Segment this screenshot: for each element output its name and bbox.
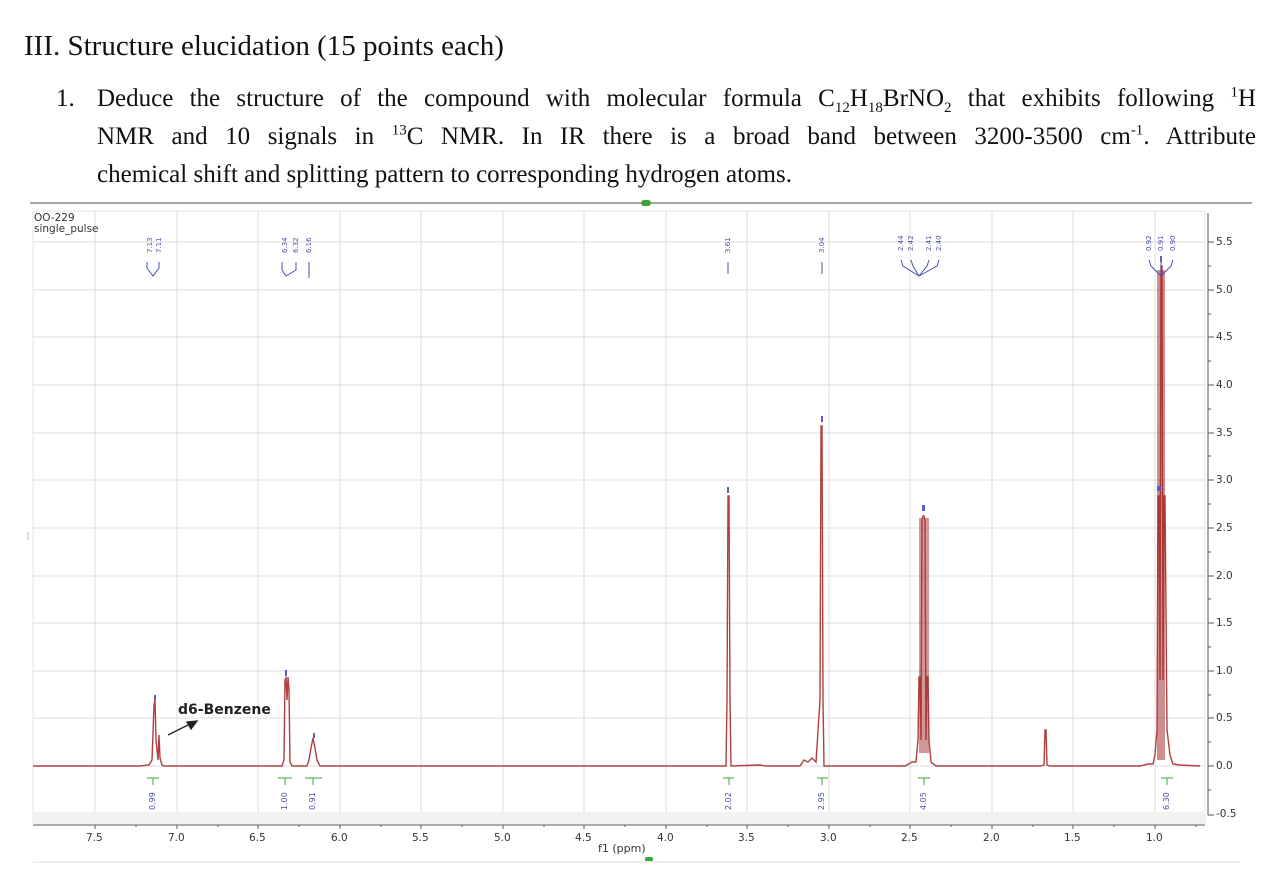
peak-label: 2.42: [907, 235, 915, 251]
peak-label: 0.91: [1157, 235, 1165, 251]
integral-value: 2.95: [817, 792, 826, 810]
integral-value: 4.05: [919, 792, 928, 810]
peak-label: 3.61: [724, 237, 732, 253]
sample-id: OO-229: [34, 212, 75, 224]
x-tick-label: 1.0: [1146, 832, 1163, 844]
x-tick-label: 2.5: [901, 832, 918, 844]
question-line-3: chemical shift and splitting pattern to …: [97, 161, 792, 188]
x-tick-label: 4.5: [575, 832, 592, 844]
integral-markers: [147, 777, 1173, 785]
y-tick-label: 4.0: [1216, 379, 1233, 391]
x-tick-label: 6.5: [249, 832, 266, 844]
y-tick-label: 1.5: [1216, 617, 1233, 629]
x-tick-label: 4.0: [657, 832, 674, 844]
peak-label: 7.11: [155, 237, 163, 253]
x-tick-label: 1.5: [1064, 832, 1081, 844]
integral-value: 0.99: [148, 792, 157, 810]
x-tick-label: 7.0: [168, 832, 185, 844]
annotation-arrow: [167, 720, 199, 736]
x-axis-title: f1 (ppm): [598, 842, 646, 855]
y-axis: [1207, 213, 1214, 816]
integral-value: 2.02: [724, 792, 733, 810]
y-tick-label: 5.5: [1216, 236, 1233, 248]
peak-markers: [154, 256, 1162, 738]
question-line-2: NMR and 10 signals in 13C NMR. In IR the…: [97, 122, 1256, 150]
peak-label: 2.41: [925, 235, 933, 251]
x-tick-label: 6.0: [331, 832, 348, 844]
peak-label: 7.13: [146, 237, 154, 253]
peak-label: 6.32: [292, 237, 300, 253]
x-axis: [33, 824, 1205, 829]
section-heading: III. Structure elucidation (15 points ea…: [24, 30, 504, 62]
integral-value: 1.00: [280, 792, 289, 810]
solvent-annotation: d6-Benzene: [178, 702, 271, 718]
x-tick-label: 2.0: [983, 832, 1000, 844]
peak-label: 2.44: [897, 235, 905, 251]
peak-label: 0.90: [1169, 235, 1177, 251]
y-tick-label: 0.5: [1216, 712, 1233, 724]
y-tick-label: 0.0: [1216, 760, 1233, 772]
y-tick-label: 2.0: [1216, 570, 1233, 582]
peak-label: 6.16: [305, 237, 313, 253]
question-line-1: Deduce the structure of the compound wit…: [97, 84, 1256, 116]
integral-value: 6.30: [1162, 792, 1171, 810]
question-1: 1. Deduce the structure of the compound …: [56, 80, 1256, 194]
peak-fills: [919, 270, 1165, 760]
sample-info: OO-229 single_pulse: [34, 213, 99, 235]
integral-value: 0.91: [308, 792, 317, 810]
y-tick-label: 1.0: [1216, 665, 1233, 677]
x-tick-label: 3.5: [738, 832, 755, 844]
x-tick-label: 5.0: [494, 832, 511, 844]
x-tick-label: 7.5: [86, 832, 103, 844]
peak-label: 0.92: [1145, 235, 1153, 251]
question-number: 1.: [56, 85, 75, 112]
peak-label: 6.34: [281, 237, 289, 253]
y-tick-label: 2.5: [1216, 522, 1233, 534]
pulse-sequence: single_pulse: [34, 223, 99, 235]
spectrum-trace: [33, 265, 1201, 767]
y-tick-label: 4.5: [1216, 331, 1233, 343]
y-tick-label: 3.0: [1216, 474, 1233, 486]
x-tick-label: 5.5: [412, 832, 429, 844]
y-tick-label: 5.0: [1216, 284, 1233, 296]
grid-horizontal: [33, 241, 1205, 814]
y-tick-label: 3.5: [1216, 427, 1233, 439]
question-text: Deduce the structure of the compound wit…: [97, 80, 1256, 194]
y-tick-label: -0.5: [1216, 808, 1237, 820]
peak-label: 2.40: [935, 235, 943, 251]
peak-label: 3.04: [818, 237, 826, 253]
peak-label-brackets: [146, 258, 1174, 278]
grid-vertical: [94, 211, 1156, 823]
x-tick-label: 3.0: [820, 832, 837, 844]
